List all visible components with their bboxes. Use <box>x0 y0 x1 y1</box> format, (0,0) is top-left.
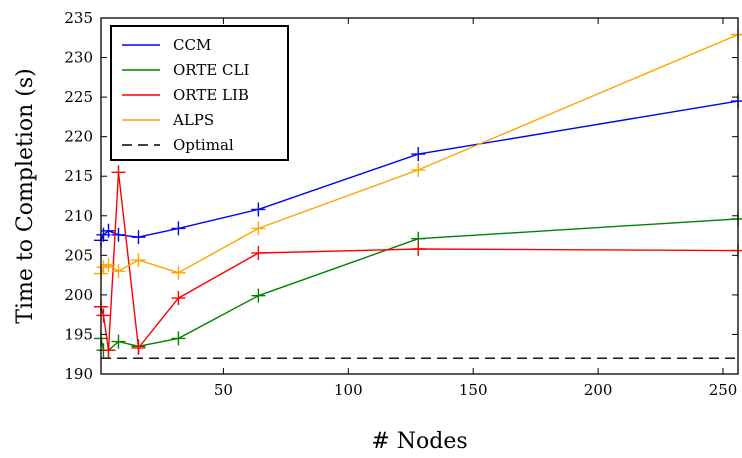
data-point-orte-cli <box>251 288 266 303</box>
x-tick-label: 150 <box>459 381 488 399</box>
x-tick-label: 250 <box>709 381 738 399</box>
data-point-ccm <box>731 94 742 109</box>
data-point-ccm <box>171 221 186 236</box>
legend-label-ccm: CCM <box>173 36 211 54</box>
series-line-orte-lib <box>100 172 739 351</box>
legend: CCM ORTE CLI ORTE LIB ALPS Optimal <box>110 25 289 161</box>
y-tick-label: 195 <box>64 325 93 343</box>
axis-ticks: 50 100 150 200 250 190 195 200 205 210 215 220 225 23… <box>64 9 738 399</box>
data-point-orte-cli <box>111 334 126 349</box>
data-point-orte-cli <box>171 331 186 346</box>
y-tick-label: 190 <box>64 365 93 383</box>
data-point-orte-cli <box>731 211 742 226</box>
data-point-alps <box>251 221 266 236</box>
plot-frame <box>100 17 739 375</box>
y-tick-label: 230 <box>64 49 93 67</box>
data-point-ccm <box>131 230 146 245</box>
data-point-orte-lib <box>111 165 126 180</box>
y-tick-label: 200 <box>64 286 93 304</box>
legend-label-orte-lib: ORTE LIB <box>173 86 249 104</box>
data-point-orte-lib <box>131 340 146 355</box>
legend-label-alps: ALPS <box>172 111 214 129</box>
y-axis-title: Time to Completion (s) <box>13 68 38 323</box>
y-tick-label: 235 <box>64 9 93 27</box>
data-point-ccm <box>251 202 266 217</box>
data-point-alps <box>731 27 742 42</box>
data-point-orte-lib <box>251 245 266 260</box>
legend-box <box>110 25 289 161</box>
x-tick-label: 200 <box>584 381 613 399</box>
x-tick-label: 100 <box>334 381 363 399</box>
data-point-alps <box>101 257 116 272</box>
y-tick-label: 210 <box>64 207 93 225</box>
data-point-orte-lib <box>96 308 111 323</box>
data-point-orte-lib <box>411 242 426 257</box>
x-tick-label: 50 <box>214 381 233 399</box>
data-point-ccm <box>101 223 116 238</box>
x-axis-title: # Nodes <box>371 429 467 454</box>
data-point-alps <box>111 264 126 279</box>
legend-label-orte-cli: ORTE CLI <box>173 61 249 79</box>
y-tick-label: 225 <box>64 88 93 106</box>
legend-label-optimal: Optimal <box>173 136 234 154</box>
data-point-alps <box>131 253 146 268</box>
data-point-orte-lib <box>171 291 186 306</box>
y-tick-label: 205 <box>64 246 93 264</box>
data-point-ccm <box>411 147 426 162</box>
data-point-alps <box>411 162 426 177</box>
data-point-orte-lib <box>101 343 116 358</box>
data-point-alps <box>171 265 186 280</box>
y-tick-label: 215 <box>64 167 93 185</box>
data-point-ccm <box>111 227 126 242</box>
y-tick-label: 220 <box>64 128 93 146</box>
